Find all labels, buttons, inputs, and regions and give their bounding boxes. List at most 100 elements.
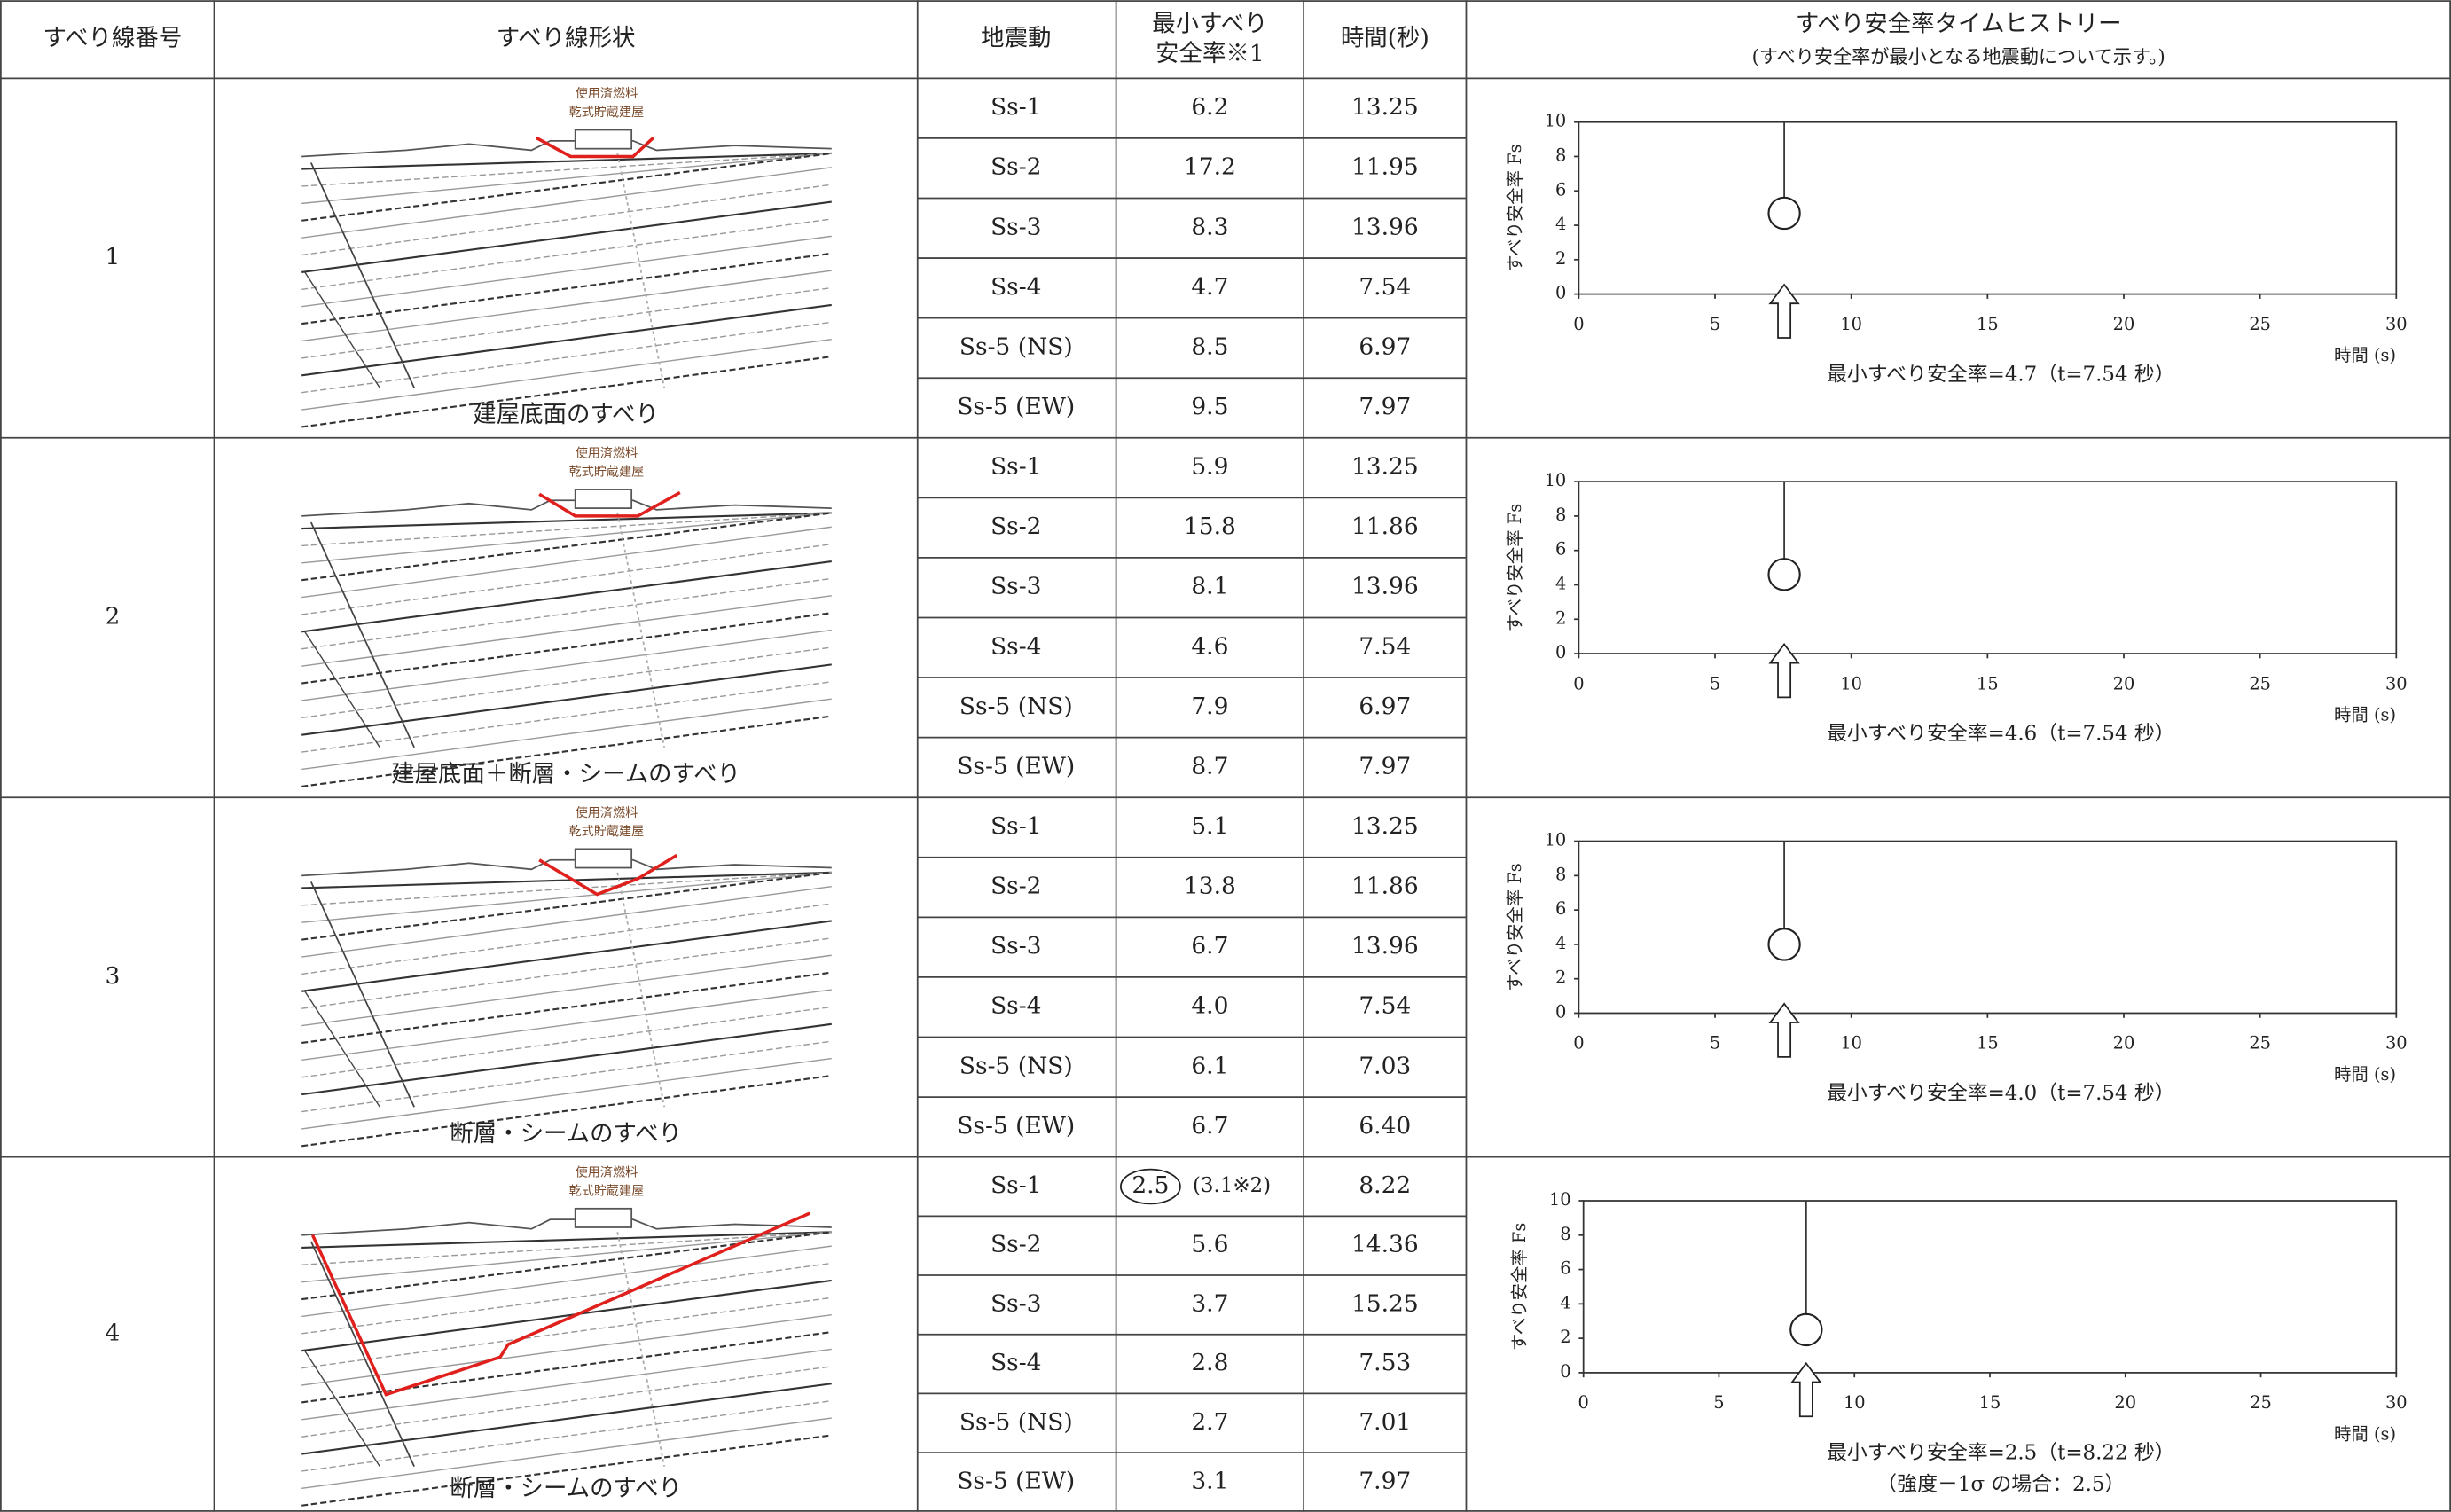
time-value: 7.97 bbox=[1359, 1467, 1411, 1494]
x-axis-label: 時間 (s) bbox=[2334, 1423, 2396, 1444]
x-tick-label: 25 bbox=[2250, 1392, 2272, 1413]
motion-name: Ss-5 (EW) bbox=[957, 393, 1075, 420]
header-fs: 最小すべり bbox=[1152, 10, 1267, 37]
y-tick-label: 2 bbox=[1555, 248, 1566, 269]
fs-note: (3.1※2) bbox=[1193, 1174, 1271, 1197]
building-label: 乾式貯蔵建屋 bbox=[569, 825, 645, 839]
building bbox=[576, 849, 631, 867]
fs-value: 5.6 bbox=[1191, 1231, 1228, 1258]
y-tick-label: 8 bbox=[1555, 864, 1566, 884]
slip-number: 4 bbox=[106, 1320, 121, 1347]
x-tick-label: 20 bbox=[2114, 1392, 2136, 1413]
x-tick-label: 25 bbox=[2249, 673, 2271, 693]
x-tick-label: 15 bbox=[1977, 1033, 1999, 1054]
time-value: 7.01 bbox=[1359, 1408, 1411, 1436]
time-value: 6.97 bbox=[1359, 333, 1411, 360]
slip-caption: 建屋底面のすべり bbox=[473, 401, 659, 428]
fs-value: 5.1 bbox=[1191, 812, 1228, 840]
y-axis-label: すべり安全率 Fs bbox=[1505, 504, 1525, 631]
fs-value: 17.2 bbox=[1184, 153, 1236, 181]
header-history: すべり安全率タイムヒストリー bbox=[1796, 10, 2122, 37]
motion-name: Ss-5 (EW) bbox=[957, 752, 1075, 780]
x-tick-label: 5 bbox=[1710, 673, 1720, 693]
min-note: 最小すべり安全率=2.5（t=8.22 秒） bbox=[1827, 1442, 2175, 1465]
y-tick-label: 6 bbox=[1555, 539, 1566, 560]
motion-name: Ss-3 bbox=[991, 573, 1041, 600]
fs-value: 15.8 bbox=[1184, 513, 1236, 540]
fs-value: 4.6 bbox=[1191, 632, 1228, 660]
page: すべり線番号 すべり線形状 地震動 最小すべり 安全率※1 時間(秒) すべり安… bbox=[0, 0, 2451, 1512]
motion-name: Ss-5 (NS) bbox=[959, 333, 1073, 360]
motion-name: Ss-2 bbox=[991, 1231, 1041, 1258]
y-tick-label: 6 bbox=[1555, 179, 1566, 200]
slip-caption: 断層・シームのすべり bbox=[450, 1120, 682, 1148]
x-tick-label: 5 bbox=[1713, 1392, 1724, 1413]
slip-number: 2 bbox=[106, 602, 121, 630]
y-tick-label: 2 bbox=[1560, 1327, 1570, 1347]
x-tick-label: 0 bbox=[1578, 1392, 1589, 1413]
x-tick-label: 15 bbox=[1979, 1392, 2001, 1413]
time-value: 13.25 bbox=[1351, 453, 1419, 481]
x-tick-label: 0 bbox=[1573, 314, 1584, 334]
time-value: 7.97 bbox=[1359, 752, 1411, 780]
motion-name: Ss-2 bbox=[991, 513, 1041, 540]
y-tick-label: 0 bbox=[1560, 1361, 1570, 1382]
time-value: 7.54 bbox=[1359, 273, 1411, 301]
time-value: 15.25 bbox=[1351, 1289, 1419, 1317]
x-tick-label: 20 bbox=[2113, 1033, 2135, 1054]
time-value: 8.22 bbox=[1359, 1171, 1411, 1199]
motion-name: Ss-5 (EW) bbox=[957, 1112, 1075, 1140]
motion-name: Ss-4 bbox=[991, 1349, 1041, 1376]
y-tick-label: 0 bbox=[1555, 1001, 1566, 1022]
y-tick-label: 4 bbox=[1555, 573, 1566, 593]
x-tick-label: 20 bbox=[2113, 314, 2135, 334]
slip-number: 3 bbox=[106, 962, 121, 990]
motion-name: Ss-1 bbox=[991, 93, 1041, 121]
x-axis-label: 時間 (s) bbox=[2334, 1064, 2396, 1085]
motion-name: Ss-3 bbox=[991, 1289, 1041, 1317]
motion-name: Ss-4 bbox=[991, 632, 1041, 660]
slip-caption: 建屋底面＋断層・シームのすべり bbox=[391, 761, 740, 788]
x-tick-label: 15 bbox=[1977, 673, 1999, 693]
building bbox=[576, 490, 631, 508]
building-label: 乾式貯蔵建屋 bbox=[569, 106, 645, 120]
building-label: 使用済燃料 bbox=[576, 1164, 638, 1179]
time-value: 13.25 bbox=[1351, 812, 1419, 840]
slip-caption: 断層・シームのすべり bbox=[450, 1475, 682, 1502]
time-value: 14.36 bbox=[1351, 1231, 1419, 1258]
diagram-frame bbox=[301, 1226, 832, 1466]
building-label: 使用済燃料 bbox=[576, 445, 638, 460]
fs-value: 2.8 bbox=[1191, 1349, 1228, 1376]
y-tick-label: 6 bbox=[1555, 898, 1566, 919]
y-tick-label: 2 bbox=[1555, 968, 1566, 988]
motion-name: Ss-2 bbox=[991, 153, 1041, 181]
fs-value: 9.5 bbox=[1191, 393, 1228, 420]
fs-value: 4.7 bbox=[1191, 273, 1228, 301]
time-value: 7.03 bbox=[1359, 1052, 1411, 1079]
fs-value: 8.5 bbox=[1191, 333, 1228, 360]
x-tick-label: 10 bbox=[1840, 673, 1862, 693]
fs-value: 8.3 bbox=[1191, 213, 1228, 240]
fs-value: 2.7 bbox=[1191, 1408, 1228, 1436]
fs-value: 6.2 bbox=[1191, 93, 1228, 121]
motion-name: Ss-4 bbox=[991, 992, 1041, 1020]
time-value: 13.96 bbox=[1351, 573, 1419, 600]
x-tick-label: 30 bbox=[2385, 1033, 2408, 1054]
building bbox=[576, 130, 631, 149]
time-value: 7.54 bbox=[1359, 632, 1411, 660]
min-note: 最小すべり安全率=4.0（t=7.54 秒） bbox=[1827, 1082, 2175, 1105]
min-note: （強度－1σ の場合：2.5） bbox=[1876, 1473, 2125, 1496]
x-tick-label: 30 bbox=[2385, 314, 2408, 334]
diagram-frame bbox=[301, 506, 832, 747]
building-label: 乾式貯蔵建屋 bbox=[569, 1184, 645, 1198]
y-tick-label: 10 bbox=[1545, 470, 1567, 490]
fs-value: 8.7 bbox=[1191, 752, 1228, 780]
y-axis-label: すべり安全率 Fs bbox=[1505, 863, 1525, 991]
diagram-frame bbox=[301, 866, 832, 1107]
x-tick-label: 10 bbox=[1840, 314, 1862, 334]
motion-name: Ss-5 (NS) bbox=[959, 1408, 1073, 1436]
time-value: 13.96 bbox=[1351, 213, 1419, 240]
fs-value: 6.1 bbox=[1191, 1052, 1228, 1079]
header-time: 時間(秒) bbox=[1341, 24, 1429, 51]
building-label: 乾式貯蔵建屋 bbox=[569, 466, 645, 480]
